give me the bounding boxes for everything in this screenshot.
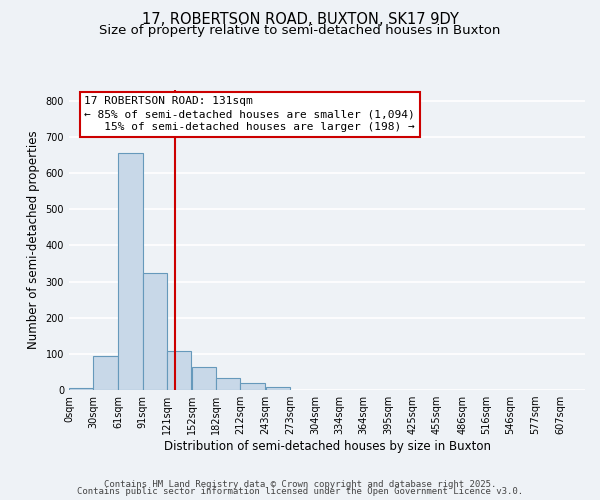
X-axis label: Distribution of semi-detached houses by size in Buxton: Distribution of semi-detached houses by … [163,440,491,453]
Bar [216,378,241,390]
Bar [266,387,290,390]
Bar [93,356,118,390]
Bar [118,153,143,390]
Text: Contains HM Land Registry data © Crown copyright and database right 2025.: Contains HM Land Registry data © Crown c… [104,480,496,489]
Text: Size of property relative to semi-detached houses in Buxton: Size of property relative to semi-detach… [100,24,500,37]
Text: Contains public sector information licensed under the Open Government Licence v3: Contains public sector information licen… [77,488,523,496]
Y-axis label: Number of semi-detached properties: Number of semi-detached properties [27,130,40,350]
Bar [69,388,93,390]
Text: 17, ROBERTSON ROAD, BUXTON, SK17 9DY: 17, ROBERTSON ROAD, BUXTON, SK17 9DY [142,12,458,28]
Text: 17 ROBERTSON ROAD: 131sqm
← 85% of semi-detached houses are smaller (1,094)
   1: 17 ROBERTSON ROAD: 131sqm ← 85% of semi-… [85,96,415,132]
Bar [167,351,191,390]
Bar [241,384,265,390]
Bar [192,367,216,390]
Bar [143,274,167,390]
